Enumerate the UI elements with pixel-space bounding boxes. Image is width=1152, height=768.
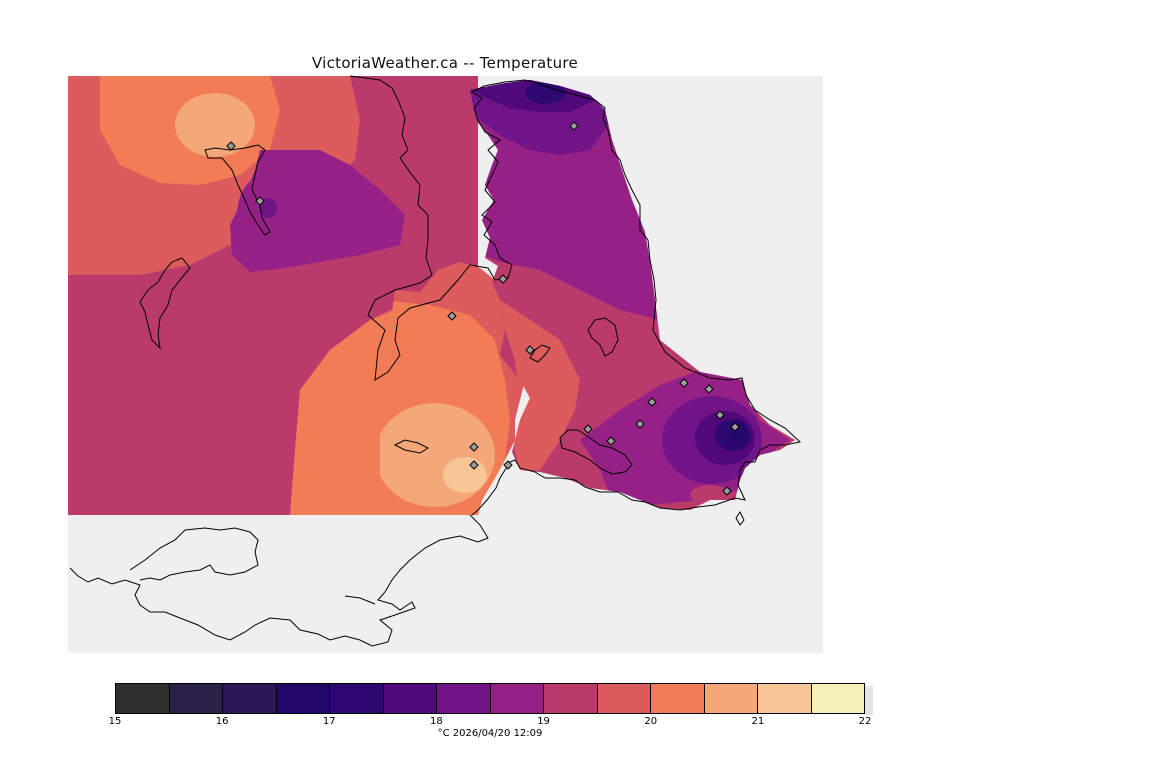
colorbar-tick-label: 18 [430, 716, 443, 727]
station-marker [469, 460, 479, 470]
station-marker [715, 410, 725, 420]
station-markers [226, 121, 740, 496]
colorbar-caption: °C 2026/04/20 12:09 [437, 728, 543, 739]
colorbar-swatch [597, 684, 651, 713]
station-marker [606, 436, 616, 446]
colorbar-tick-label: 20 [644, 716, 658, 727]
colorbar-tick-label: 22 [858, 716, 872, 727]
colorbar-swatch [437, 684, 491, 713]
station-marker [647, 397, 657, 407]
colorbar-tick-label: 21 [751, 716, 765, 727]
station-marker [226, 141, 236, 151]
colorbar-tick-label: 19 [537, 716, 550, 727]
contour-field-west [68, 76, 478, 515]
station-marker [447, 311, 457, 321]
colorbar-tick-label: 16 [215, 716, 229, 727]
station-marker [679, 378, 689, 388]
station-marker [255, 196, 265, 206]
station-marker [583, 424, 593, 434]
station-marker [704, 384, 714, 394]
colorbar-tick-label: 17 [322, 716, 336, 727]
colorbar-tick-label: 15 [108, 716, 122, 727]
colorbar-ticks: 15 16 17 18 19 20 21 22 [109, 716, 872, 730]
colorbar-swatch [811, 684, 864, 713]
colorbar-swatch [490, 684, 544, 713]
colorbar-swatch [651, 684, 705, 713]
colorbar-shadow [865, 686, 873, 715]
colorbar [115, 683, 865, 714]
station-marker [722, 486, 732, 496]
colorbar-swatch [223, 684, 277, 713]
station-marker [730, 422, 740, 432]
colorbar-swatch [330, 684, 384, 713]
colorbar-swatch [544, 684, 598, 713]
colorbar-swatch [276, 684, 330, 713]
colorbar-swatch [169, 684, 223, 713]
colorbar-swatch [116, 684, 170, 713]
station-marker [503, 460, 513, 470]
colorbar-swatch [758, 684, 812, 713]
station-marker [525, 345, 535, 355]
station-marker [635, 419, 645, 429]
coastlines [69, 75, 802, 647]
station-marker [469, 442, 479, 452]
map-title: VictoriaWeather.ca -- Temperature [311, 54, 579, 72]
station-marker [569, 121, 579, 131]
station-marker [498, 274, 508, 284]
colorbar-swatch [704, 684, 758, 713]
colorbar-swatch [383, 684, 437, 713]
